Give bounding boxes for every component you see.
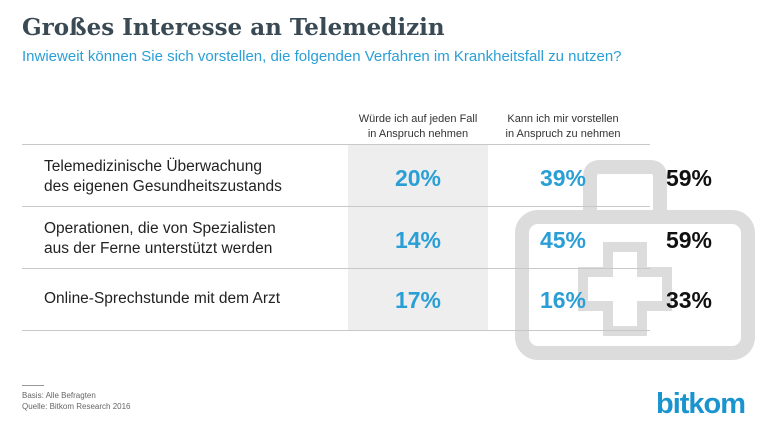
value-definitely: 17% — [394, 287, 442, 313]
footer-divider — [22, 385, 44, 386]
source-note: Quelle: Bitkom Research 2016 — [22, 402, 131, 411]
value-conceivable: 45% — [539, 227, 587, 253]
value-definitely: 14% — [394, 227, 442, 253]
highlight-column-background — [348, 144, 488, 331]
row-label: Telemedizinische Überwachung des eigenen… — [44, 158, 282, 195]
chart-subtitle: Inwieweit können Sie sich vorstellen, di… — [22, 48, 622, 65]
table-divider — [22, 206, 650, 207]
value-total: 59% — [665, 227, 713, 253]
table-divider — [22, 144, 650, 145]
value-conceivable: 39% — [539, 165, 587, 191]
bitkom-logo: bitkom — [656, 388, 746, 420]
column-header-definitely: Würde ich auf jeden Fall in Anspruch neh… — [358, 113, 478, 140]
column-header-conceivable: Kann ich mir vorstellen in Anspruch zu n… — [505, 113, 621, 140]
value-conceivable: 16% — [539, 287, 587, 313]
table-divider — [22, 268, 650, 269]
value-total: 33% — [665, 287, 713, 313]
value-total: 59% — [665, 165, 713, 191]
footer-notes: Basis: Alle Befragten Quelle: Bitkom Res… — [22, 390, 131, 412]
first-aid-kit-icon — [515, 160, 755, 360]
row-label: Operationen, die von Spezialisten aus de… — [44, 220, 276, 257]
table-divider — [22, 330, 650, 331]
chart-title: Großes Interesse an Telemedizin — [22, 14, 445, 41]
value-definitely: 20% — [394, 165, 442, 191]
basis-note: Basis: Alle Befragten — [22, 391, 96, 400]
row-label: Online-Sprechstunde mit dem Arzt — [44, 290, 281, 307]
